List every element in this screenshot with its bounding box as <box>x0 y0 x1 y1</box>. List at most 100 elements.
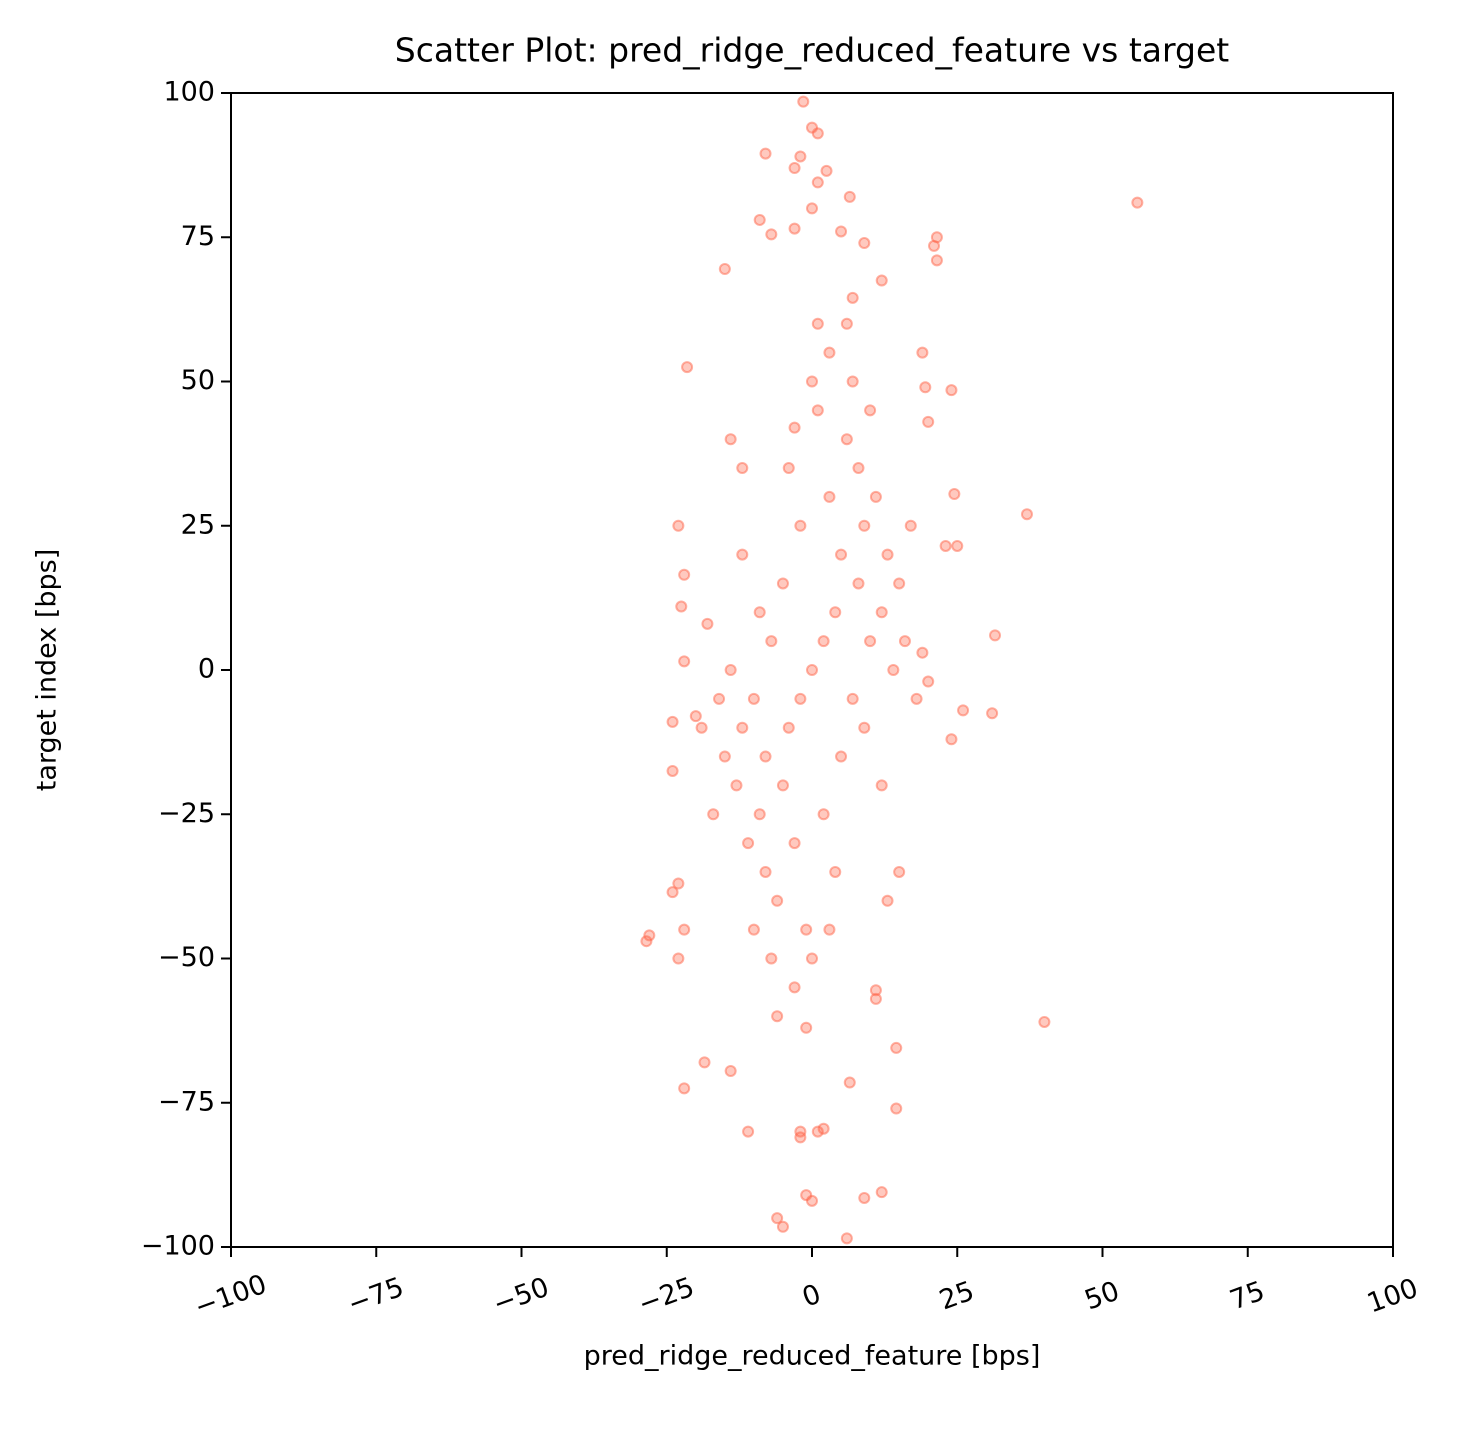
scatter-point <box>864 635 877 648</box>
scatter-point <box>730 779 743 792</box>
scatter-point <box>672 952 685 965</box>
scatter-point <box>957 704 970 717</box>
scatter-point <box>666 764 679 777</box>
scatter-point <box>890 1102 903 1115</box>
scatter-point <box>794 1131 807 1144</box>
scatter-point <box>916 346 929 359</box>
x-axis-label: pred_ridge_reduced_feature [bps] <box>584 1341 1041 1372</box>
scatter-point <box>817 808 830 821</box>
scatter-point <box>753 808 766 821</box>
scatter-point <box>718 750 731 763</box>
scatter-point <box>951 539 964 552</box>
scatter-point <box>724 433 737 446</box>
y-tick-label: 50 <box>181 365 215 396</box>
scatter-point <box>689 710 702 723</box>
scatter-point <box>678 568 691 581</box>
scatter-point <box>843 1076 856 1089</box>
scatter-point <box>701 617 714 630</box>
scatter-point <box>817 635 830 648</box>
y-axis-label: target index [bps] <box>32 549 63 792</box>
scatter-point <box>742 1125 755 1138</box>
scatter-point <box>736 462 749 475</box>
scatter-point <box>713 692 726 705</box>
scatter-point <box>916 646 929 659</box>
scatter-point <box>666 886 679 899</box>
scatter-point <box>881 548 894 561</box>
scatter-point <box>858 721 871 734</box>
scatter-point <box>765 635 778 648</box>
scatter-point <box>846 692 859 705</box>
scatter-point <box>869 490 882 503</box>
x-tick-label: −75 <box>344 1272 408 1321</box>
scatter-point <box>695 721 708 734</box>
scatter-point <box>945 733 958 746</box>
scatter-point <box>794 150 807 163</box>
scatter-point <box>782 721 795 734</box>
scatter-point <box>843 190 856 203</box>
y-tick-label: 75 <box>181 221 215 252</box>
scatter-point <box>794 692 807 705</box>
scatter-point <box>922 675 935 688</box>
scatter-point <box>811 404 824 417</box>
scatter-point <box>986 707 999 720</box>
scatter-point <box>989 629 1002 642</box>
scatter-point <box>1131 196 1144 209</box>
scatter-point <box>681 361 694 374</box>
y-tick-label: −100 <box>141 1231 215 1262</box>
scatter-point <box>753 213 766 226</box>
scatter-point <box>835 548 848 561</box>
scatter-point <box>678 923 691 936</box>
scatter-point <box>776 1220 789 1233</box>
scatter-point <box>919 381 932 394</box>
scatter-point <box>852 462 865 475</box>
scatter-point <box>858 1191 871 1204</box>
scatter-point <box>759 147 772 160</box>
scatter-point <box>881 894 894 907</box>
scatter-point <box>736 721 749 734</box>
scatter-point <box>811 317 824 330</box>
scatter-point <box>788 162 801 175</box>
scatter-point <box>840 1232 853 1245</box>
scatter-point <box>820 164 833 177</box>
scatter-point <box>747 923 760 936</box>
scatter-point <box>747 692 760 705</box>
scatter-point <box>797 95 810 108</box>
scatter-point <box>643 929 656 942</box>
scatter-point <box>806 1194 818 1207</box>
scatter-point <box>771 1010 784 1023</box>
scatter-point <box>835 750 848 763</box>
scatter-point <box>675 600 688 613</box>
scatter-point <box>829 606 842 619</box>
scatter-point <box>678 655 691 668</box>
scatter-point <box>846 375 859 388</box>
scatter-point <box>698 1056 711 1069</box>
scatter-point <box>875 779 888 792</box>
scatter-point <box>823 923 836 936</box>
scatter-point <box>788 981 801 994</box>
x-tick-label: 100 <box>1363 1273 1422 1320</box>
scatter-point <box>887 664 900 676</box>
scatter-point <box>771 894 784 907</box>
x-tick-label: −25 <box>634 1272 698 1321</box>
scatter-point <box>875 1186 888 1199</box>
scatter-point <box>930 254 943 267</box>
y-tick-label: 100 <box>163 77 215 108</box>
scatter-point <box>898 635 911 648</box>
scatter-point <box>765 228 778 241</box>
scatter-point <box>718 262 731 275</box>
scatter-point <box>904 519 917 532</box>
scatter-point <box>835 225 848 238</box>
scatter-point <box>846 291 859 304</box>
scatter-point <box>945 384 958 397</box>
scatter-point <box>858 237 871 250</box>
scatter-point <box>939 539 952 552</box>
y-tick-label: 0 <box>198 654 215 685</box>
scatter-point <box>928 239 941 252</box>
scatter-point <box>800 1021 813 1034</box>
scatter-point <box>724 1065 737 1078</box>
scatter-point <box>811 127 824 140</box>
scatter-point <box>875 274 888 287</box>
scatter-point <box>829 865 842 878</box>
scatter-point <box>707 808 720 821</box>
